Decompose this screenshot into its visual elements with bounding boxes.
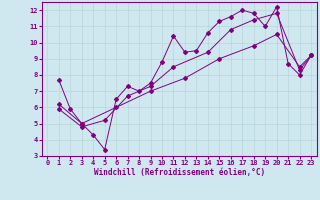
X-axis label: Windchill (Refroidissement éolien,°C): Windchill (Refroidissement éolien,°C) xyxy=(94,168,265,177)
